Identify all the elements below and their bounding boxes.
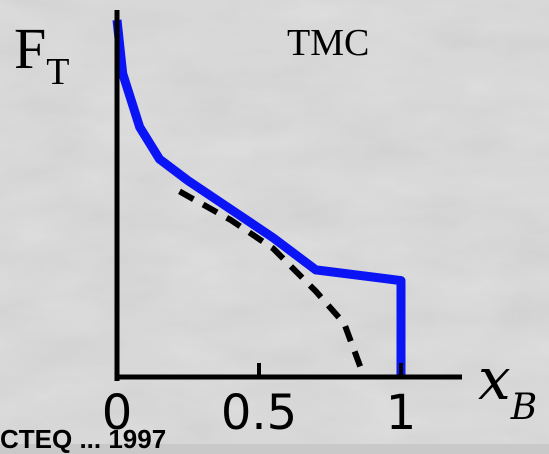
footer-text: CTEQ ... 1997: [0, 424, 167, 454]
y-axis-label: FT: [14, 16, 70, 93]
x-tick-label: 0: [101, 385, 133, 441]
solid-series-line: [112, 19, 406, 377]
x-tick-label: 0.5: [220, 385, 298, 441]
y-axis-label-sub: T: [46, 51, 70, 93]
dashed-series-line: [178, 188, 367, 379]
chart-title: TMC: [287, 22, 370, 64]
x-tick-label: 1: [385, 385, 417, 441]
marble-background: [0, 0, 549, 444]
x-axis-label: xB: [478, 345, 538, 428]
x-axis-label-sub: B: [510, 387, 538, 428]
chart: [112, 10, 462, 381]
